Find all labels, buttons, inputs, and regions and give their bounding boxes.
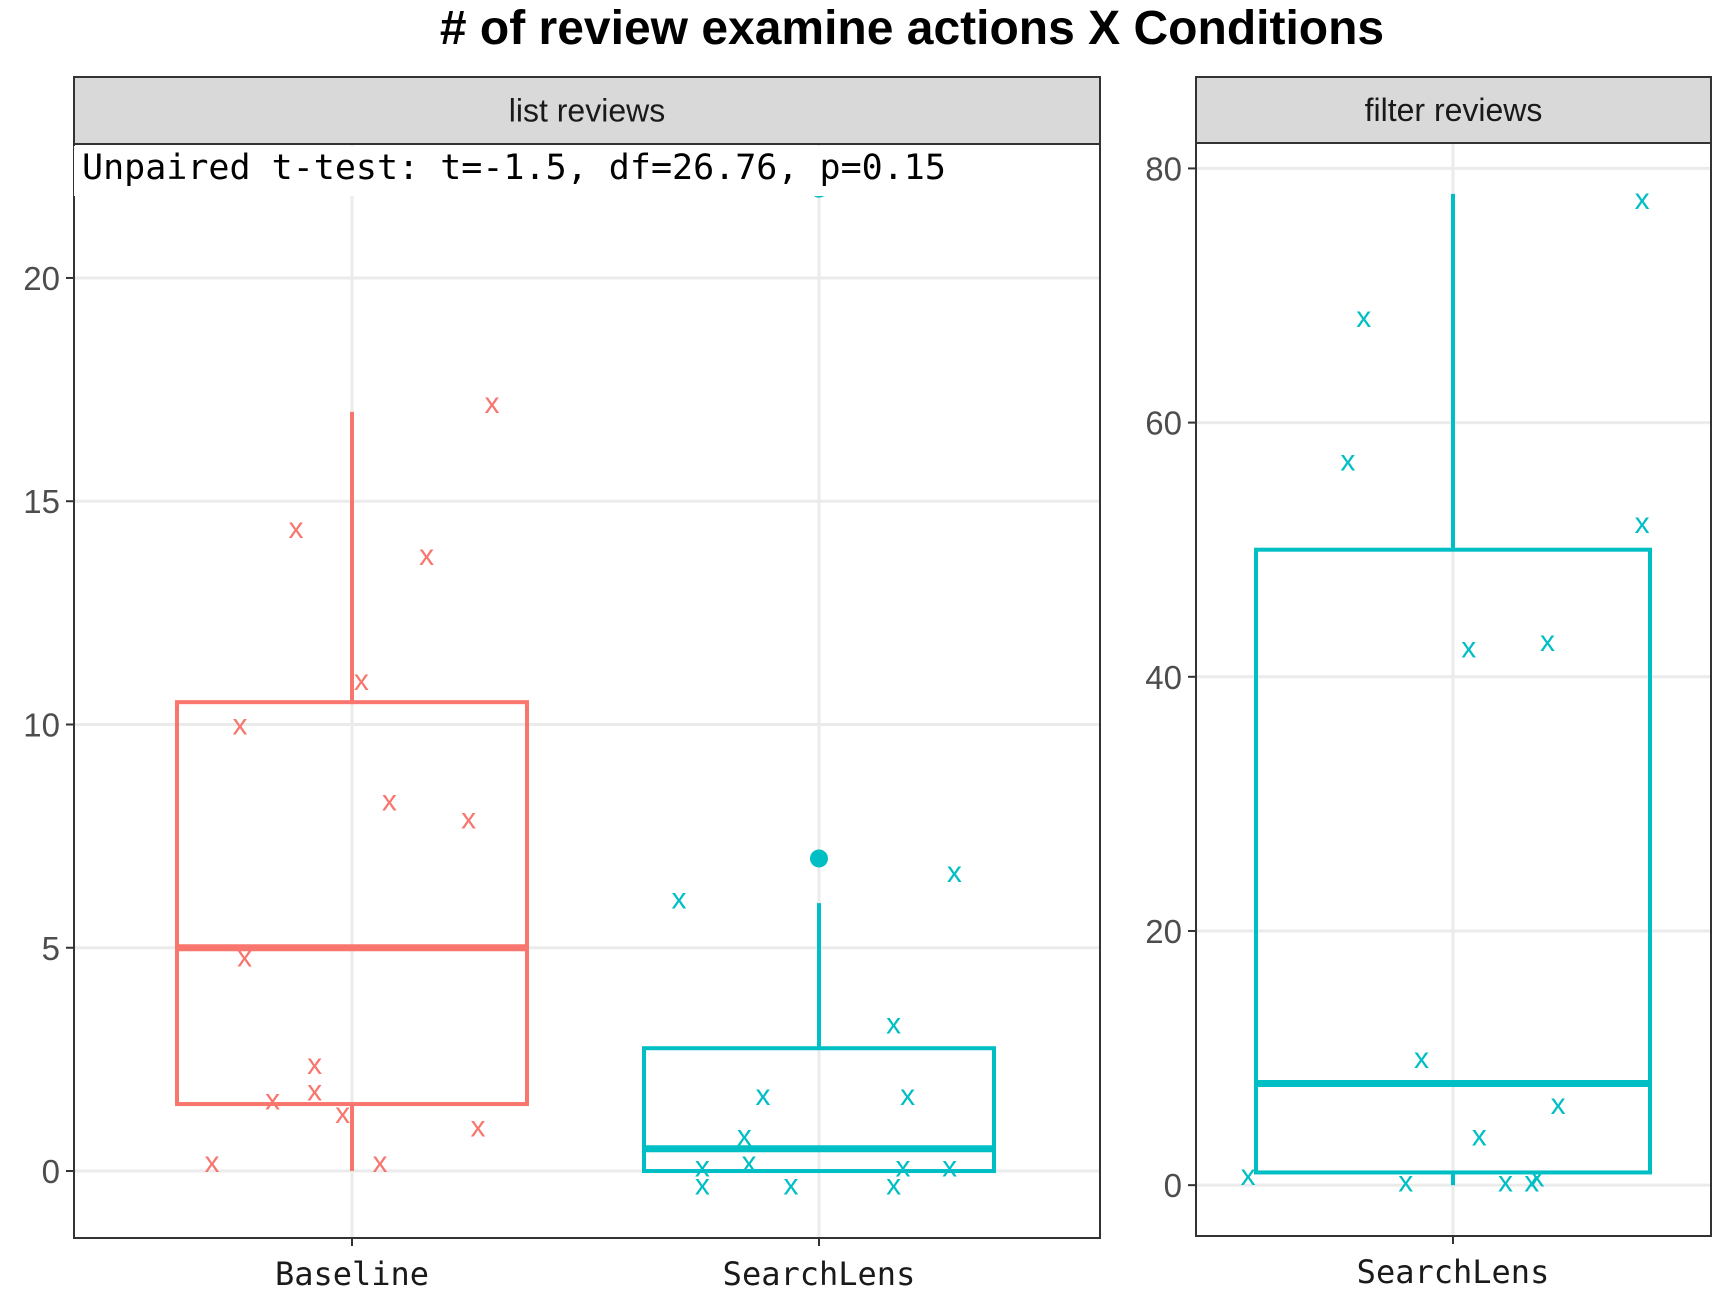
strip-background — [73, 76, 1101, 145]
data-point: x — [896, 1151, 911, 1184]
data-point: x — [784, 1168, 799, 1201]
box — [1254, 547, 1652, 1175]
annotation-background — [74, 146, 1036, 196]
y-tick-label: 20 — [1145, 913, 1182, 950]
data-point: x — [1498, 1165, 1513, 1198]
data-point: x — [1472, 1120, 1487, 1153]
annotation-text: Unpaired t-test: t=-1.5, df=26.76, p=0.1… — [82, 148, 946, 188]
y-tick-label: 10 — [23, 706, 60, 743]
data-point: x — [485, 387, 500, 420]
data-point: x — [742, 1146, 757, 1179]
data-point: x — [737, 1119, 752, 1152]
data-point: x — [1340, 445, 1355, 478]
data-point: x — [233, 708, 248, 741]
data-point: x — [942, 1151, 957, 1184]
strip-background — [1195, 76, 1712, 144]
data-point: x — [1635, 507, 1650, 540]
data-point: x — [265, 1084, 280, 1117]
y-tick-label: 0 — [1164, 1167, 1182, 1204]
data-point: x — [335, 1097, 350, 1130]
data-point: x — [382, 784, 397, 817]
data-point: x — [672, 883, 687, 916]
data-point: x — [1414, 1042, 1429, 1075]
data-point: x — [900, 1079, 915, 1112]
data-point: x — [756, 1079, 771, 1112]
y-tick-label: 80 — [1145, 150, 1182, 187]
y-tick-label: 15 — [23, 483, 60, 520]
x-tick-label: SearchLens — [1357, 1253, 1550, 1291]
data-point: x — [1524, 1165, 1539, 1198]
x-tick-label: Baseline — [275, 1255, 429, 1293]
plot-background — [74, 144, 1100, 1238]
data-point: x — [471, 1110, 486, 1143]
data-point: x — [307, 1048, 322, 1081]
data-point: x — [205, 1146, 220, 1179]
x-tick-label: SearchLens — [723, 1255, 916, 1293]
y-tick-label: 40 — [1145, 659, 1182, 696]
data-point: x — [886, 1008, 901, 1041]
data-point: x — [695, 1151, 710, 1184]
strip-label: list reviews — [509, 93, 665, 129]
data-point: x — [947, 856, 962, 889]
outlier-point — [810, 849, 828, 868]
y-tick-label: 5 — [42, 930, 60, 967]
data-point: x — [307, 1075, 322, 1108]
data-point: x — [237, 941, 252, 974]
data-point: x — [289, 512, 304, 545]
data-point: x — [1356, 301, 1371, 334]
panel-border — [1195, 142, 1712, 1237]
panel-border — [73, 143, 1101, 1239]
box — [175, 700, 529, 1107]
data-point: x — [695, 1168, 710, 1201]
y-tick-label: 60 — [1145, 405, 1182, 442]
data-point: x — [354, 664, 369, 697]
data-point: x — [1461, 632, 1476, 665]
y-tick-label: 0 — [42, 1153, 60, 1190]
data-point: x — [1530, 1160, 1545, 1193]
chart-title: # of review examine actions X Conditions — [440, 2, 1384, 55]
strip-label: filter reviews — [1365, 92, 1543, 128]
data-point: x — [1398, 1165, 1413, 1198]
data-point: x — [1635, 183, 1650, 216]
data-point: x — [373, 1146, 388, 1179]
data-point: x — [1241, 1159, 1256, 1192]
box — [642, 1046, 996, 1174]
data-point: x — [419, 539, 434, 572]
data-point: x — [1551, 1088, 1566, 1121]
data-point: x — [461, 802, 476, 835]
data-point: x — [886, 1168, 901, 1201]
data-point: x — [1540, 625, 1555, 658]
y-tick-label: 20 — [23, 260, 60, 297]
